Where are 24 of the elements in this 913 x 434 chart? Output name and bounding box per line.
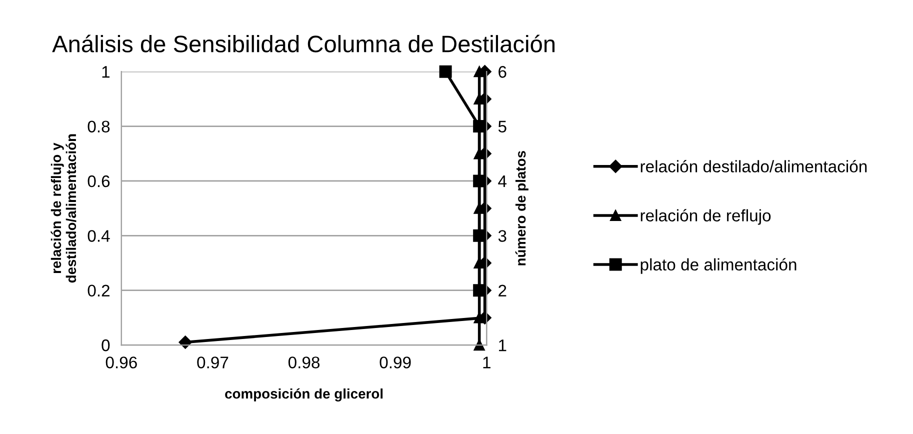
y-tick-label: 1 [102,66,110,78]
x-tick-label: 0.96 [106,356,137,368]
y-tick-label: 0.4 [88,230,110,242]
y-tick-label: 0.6 [88,175,110,188]
chart-title: Análisis de Sensibilidad Columna de Destilación [52,34,554,52]
y2-tick-label: 2 [498,284,506,296]
y2-tick-label: 5 [498,120,506,132]
y-axis-title: relación de reflujo y destilado/alimentación [50,134,76,283]
y2-tick-label: 1 [499,340,506,352]
y2-tick-label: 6 [498,66,506,78]
legend-label: relación destilado/alimentación [640,160,867,172]
y2-axis-title: número de platos [515,151,528,266]
x-tick-label: 1 [483,356,490,368]
y-tick-label: 0 [102,339,110,352]
x-tick-label: 0.97 [197,356,228,368]
x-tick-label: 0.99 [380,356,411,368]
y-tick-label: 0.2 [88,284,110,297]
y2-tick-label: 3 [498,230,506,242]
legend-label: relación de reflujo [640,209,771,225]
y-tick-label: 0.8 [88,120,110,132]
y2-tick-label: 4 [498,176,507,188]
x-axis-title: composición de glicerol [225,388,383,402]
x-tick-label: 0.98 [288,356,320,368]
legend-label: plato de alimentación [640,258,796,274]
